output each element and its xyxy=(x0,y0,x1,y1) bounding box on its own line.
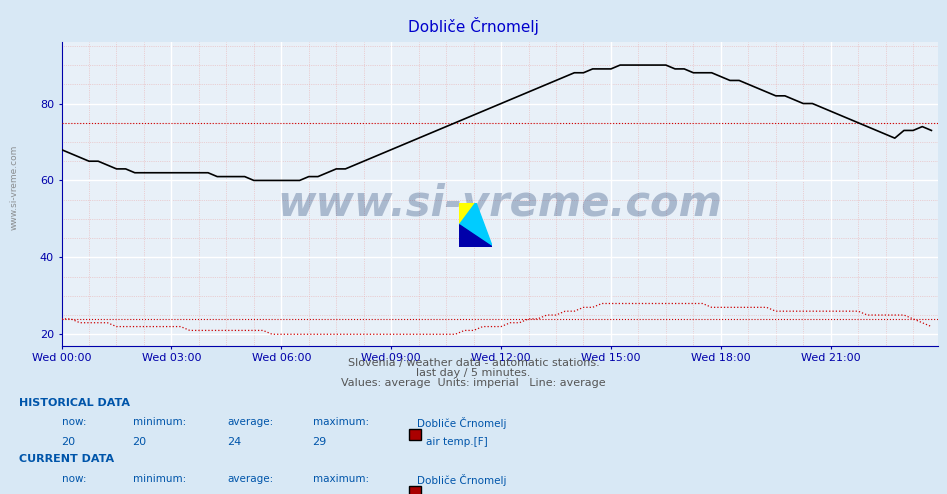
Text: 20: 20 xyxy=(133,437,147,447)
Text: now:: now: xyxy=(62,474,86,484)
Text: average:: average: xyxy=(227,474,274,484)
Text: last day / 5 minutes.: last day / 5 minutes. xyxy=(417,368,530,378)
Text: www.si-vreme.com: www.si-vreme.com xyxy=(9,145,19,230)
Text: maximum:: maximum: xyxy=(313,417,368,427)
Text: average:: average: xyxy=(227,417,274,427)
Text: minimum:: minimum: xyxy=(133,417,186,427)
Text: Dobliče Črnomelj: Dobliče Črnomelj xyxy=(408,17,539,35)
Polygon shape xyxy=(459,203,492,247)
Text: Values: average  Units: imperial   Line: average: Values: average Units: imperial Line: av… xyxy=(341,378,606,388)
Text: air temp.[F]: air temp.[F] xyxy=(426,437,488,447)
Text: maximum:: maximum: xyxy=(313,474,368,484)
Text: Dobliče Črnomelj: Dobliče Črnomelj xyxy=(417,417,507,429)
Text: Dobliče Črnomelj: Dobliče Črnomelj xyxy=(417,474,507,486)
Text: 20: 20 xyxy=(62,437,76,447)
Text: 29: 29 xyxy=(313,437,327,447)
Text: minimum:: minimum: xyxy=(133,474,186,484)
Text: CURRENT DATA: CURRENT DATA xyxy=(19,454,114,464)
Text: HISTORICAL DATA: HISTORICAL DATA xyxy=(19,398,130,408)
Text: 24: 24 xyxy=(227,437,241,447)
Polygon shape xyxy=(459,203,476,225)
Polygon shape xyxy=(459,225,492,247)
Text: now:: now: xyxy=(62,417,86,427)
Text: Slovenia / weather data - automatic stations.: Slovenia / weather data - automatic stat… xyxy=(348,358,599,368)
Text: www.si-vreme.com: www.si-vreme.com xyxy=(277,182,722,224)
